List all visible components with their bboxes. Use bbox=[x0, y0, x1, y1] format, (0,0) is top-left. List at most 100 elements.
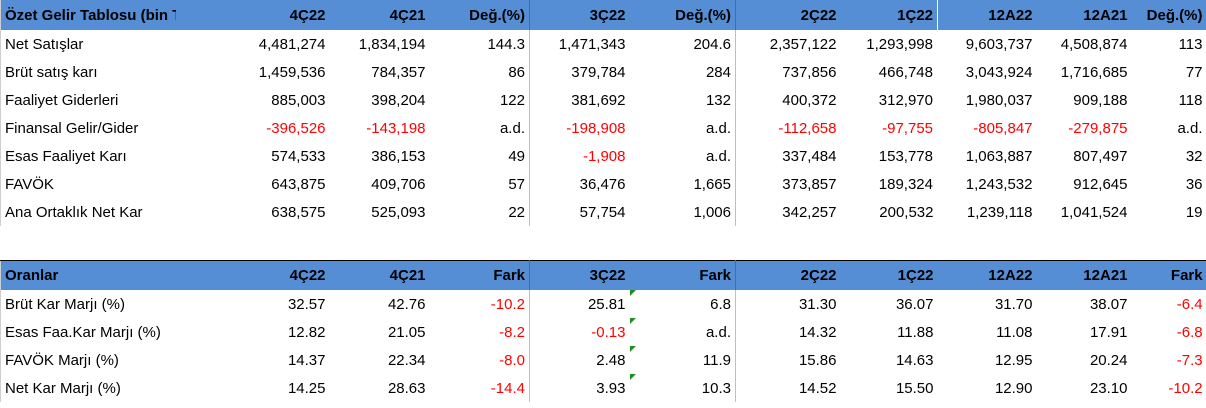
table-cell: 10.3 bbox=[629, 374, 736, 402]
ratios-table: Oranlar 4Ç22 4Ç21 Fark 3Ç22 Fark 2Ç22 1Ç22 12A22… bbox=[0, 226, 1206, 402]
table-row: Brüt Kar Marjı (%) 32.57 42.76 -10.2 25.81 6.… bbox=[0, 290, 1206, 318]
row-label: FAVÖK bbox=[0, 170, 176, 198]
spacer-row bbox=[0, 226, 1206, 260]
table-row: Faaliyet Giderleri 885,003 398,204 122 381,6… bbox=[0, 86, 1206, 114]
column-header: Değ.(%) bbox=[629, 0, 736, 30]
table-cell: 12.95 bbox=[994, 351, 1033, 369]
table-cell: 2.48 bbox=[529, 346, 630, 374]
column-header: 3Ç22 bbox=[529, 0, 630, 30]
table-row: Finansal Gelir/Gider -396,526 -143,198 a.d.… bbox=[0, 114, 1206, 142]
table-cell: -198,908 bbox=[529, 114, 630, 142]
row-label: Esas Faaliyet Karı bbox=[0, 142, 176, 170]
table-cell: 11.88 bbox=[897, 323, 934, 341]
table-cell: 14.37 bbox=[287, 351, 326, 369]
row-label: Esas Faa.Kar Marjı (%) bbox=[0, 318, 176, 346]
spacer-cell bbox=[0, 226, 1206, 260]
table-cell: 118 bbox=[1178, 91, 1203, 109]
table-cell: 132 bbox=[629, 86, 736, 114]
table-cell: -8.0 bbox=[429, 346, 530, 374]
table-cell: 38.07 bbox=[1089, 295, 1128, 313]
table-cell: 525,093 bbox=[371, 203, 426, 221]
table-cell: 200,532 bbox=[879, 203, 934, 221]
table-cell: -279,875 bbox=[1068, 119, 1128, 137]
table-cell: 643,875 bbox=[271, 175, 326, 193]
table-cell: 57 bbox=[429, 170, 530, 198]
table-cell: 574,533 bbox=[271, 147, 326, 165]
column-header: 4Ç22 bbox=[175, 0, 330, 30]
table-cell: 1,041,524 bbox=[1060, 203, 1128, 221]
column-header: Oranlar bbox=[0, 259, 176, 290]
table-cell: -143,198 bbox=[366, 119, 426, 137]
table-cell: 21.05 bbox=[387, 323, 426, 341]
row-label: FAVÖK Marjı (%) bbox=[0, 346, 176, 374]
table-cell: 737,856 bbox=[735, 58, 841, 86]
table-cell: 153,778 bbox=[878, 147, 933, 165]
table-cell: 22 bbox=[429, 198, 530, 226]
table-cell: 144.3 bbox=[429, 30, 530, 58]
row-label: Brüt Kar Marjı (%) bbox=[0, 290, 176, 318]
table-cell: 1,239,118 bbox=[966, 203, 1033, 221]
table-cell: -6.4 bbox=[1176, 295, 1203, 313]
table-cell: 57,754 bbox=[529, 198, 630, 226]
table-cell: -97,755 bbox=[882, 119, 933, 137]
table-cell: 11.9 bbox=[629, 346, 736, 374]
table-cell: 912,645 bbox=[1073, 175, 1128, 193]
table-cell: a.d. bbox=[1177, 119, 1203, 137]
column-header: Değ.(%) bbox=[429, 0, 530, 30]
table-row: Ana Ortaklık Net Kar 638,575 525,093 22 57,7… bbox=[0, 198, 1206, 226]
table-cell: 189,324 bbox=[878, 175, 933, 193]
table-cell: a.d. bbox=[629, 142, 736, 170]
column-header: 12A21 bbox=[1036, 0, 1132, 30]
table-cell: 3.93 bbox=[529, 374, 630, 402]
row-label: Finansal Gelir/Gider bbox=[0, 114, 176, 142]
column-header: 2Ç22 bbox=[735, 0, 841, 30]
table-cell: -396,526 bbox=[266, 119, 326, 137]
table-cell: 1,980,037 bbox=[965, 91, 1033, 109]
column-header: Fark bbox=[1131, 259, 1206, 290]
table-cell: 14.32 bbox=[735, 318, 841, 346]
table-cell: 379,784 bbox=[529, 58, 630, 86]
row-label: Ana Ortaklık Net Kar bbox=[0, 198, 176, 226]
table-cell: 1,459,536 bbox=[258, 63, 326, 81]
column-header: 1Ç22 bbox=[840, 0, 938, 30]
table-cell: 409,706 bbox=[371, 175, 426, 193]
table-cell: 4,508,874 bbox=[1060, 35, 1128, 53]
table-cell: 42.76 bbox=[387, 295, 426, 313]
column-header: Özet Gelir Tablosu (bin TL) bbox=[0, 0, 176, 30]
table-cell: -0.13 bbox=[529, 318, 630, 346]
table-cell: 284 bbox=[629, 58, 736, 86]
table-cell: 1,293,998 bbox=[866, 35, 933, 53]
table-cell: 1,063,887 bbox=[965, 147, 1033, 165]
table-cell: 398,204 bbox=[371, 91, 426, 109]
column-header: Değ.(%) bbox=[1131, 0, 1206, 30]
table-cell: 22.34 bbox=[387, 351, 426, 369]
table-cell: 373,857 bbox=[735, 170, 841, 198]
column-header: 12A22 bbox=[937, 0, 1037, 30]
income-table: Özet Gelir Tablosu (bin TL)4Ç224Ç21Değ.(… bbox=[0, 0, 1206, 226]
table-cell: 337,484 bbox=[735, 142, 841, 170]
income-header-row: Özet Gelir Tablosu (bin TL)4Ç224Ç21Değ.(… bbox=[0, 0, 1206, 30]
table-cell: 14.25 bbox=[287, 379, 326, 397]
table-cell: 784,357 bbox=[371, 63, 426, 81]
table-cell: -112,658 bbox=[735, 114, 841, 142]
column-header: 3Ç22 bbox=[529, 259, 630, 290]
table-cell: 122 bbox=[429, 86, 530, 114]
row-label: Faaliyet Giderleri bbox=[0, 86, 176, 114]
table-cell: 31.70 bbox=[994, 295, 1033, 313]
table-cell: 15.50 bbox=[895, 379, 934, 397]
table-cell: 25.81 bbox=[529, 290, 630, 318]
table-cell: -6.8 bbox=[1176, 323, 1203, 341]
table-cell: 49 bbox=[429, 142, 530, 170]
table-cell: -14.4 bbox=[429, 374, 530, 402]
column-header: 4Ç21 bbox=[329, 259, 430, 290]
table-row: Esas Faa.Kar Marjı (%) 12.82 21.05 -8.2 -0.1… bbox=[0, 318, 1206, 346]
table-cell: 909,188 bbox=[1073, 91, 1128, 109]
table-cell: 4,481,274 bbox=[258, 35, 326, 53]
table-cell: 14.63 bbox=[895, 351, 934, 369]
table-cell: 19 bbox=[1185, 203, 1203, 221]
table-cell: 885,003 bbox=[271, 91, 326, 109]
table-cell: 20.24 bbox=[1089, 351, 1128, 369]
table-cell: 86 bbox=[429, 58, 530, 86]
column-header: Fark bbox=[629, 259, 736, 290]
table-cell: 36,476 bbox=[529, 170, 630, 198]
